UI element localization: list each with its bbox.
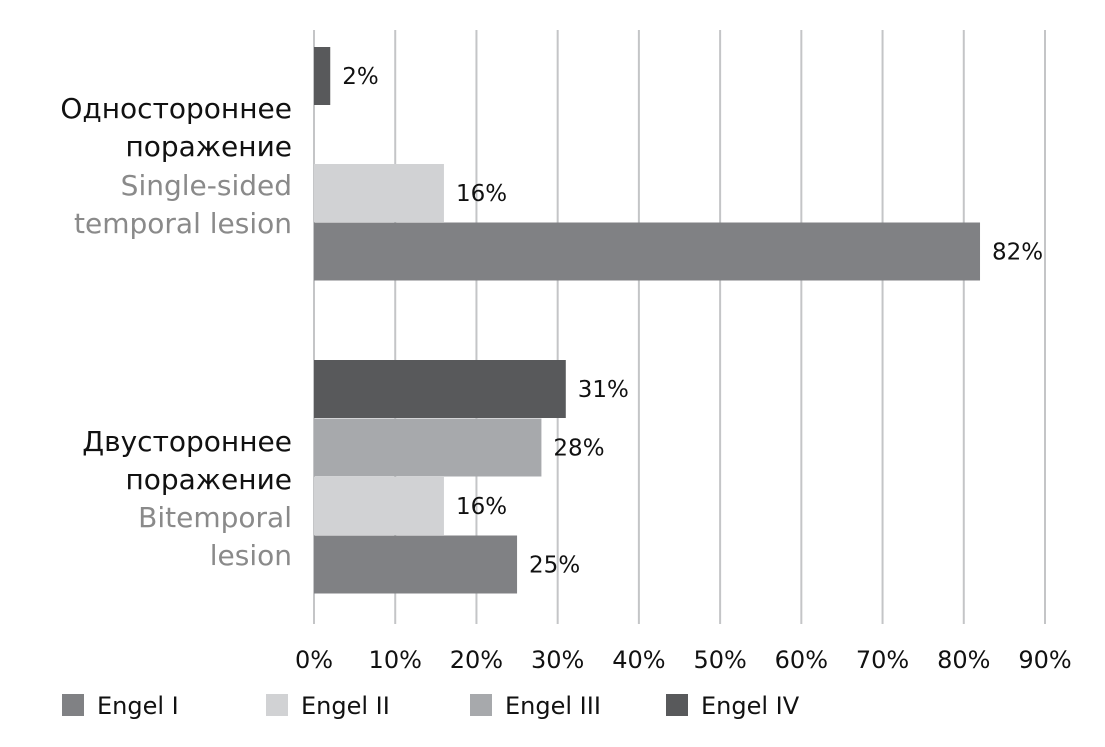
bar-engel-ii [314, 477, 444, 535]
x-tick-label: 40% [612, 646, 665, 674]
data-label: 16% [456, 181, 507, 207]
legend: Engel I Engel II Engel III Engel IV [62, 692, 800, 720]
x-tick-label: 80% [937, 646, 990, 674]
x-tick-label: 50% [693, 646, 746, 674]
legend-swatch [62, 694, 84, 716]
bar-engel-i [314, 222, 981, 281]
category-label-en: lesion [210, 539, 292, 572]
data-label: 82% [992, 240, 1043, 266]
category-label-en: temporal lesion [74, 207, 292, 240]
bar-engel-iii [314, 418, 542, 477]
category-label-ru: Одностороннее [60, 92, 292, 125]
bar-engel-iv [314, 47, 331, 105]
x-tick-label: 70% [856, 646, 909, 674]
x-axis-ticks: 0% 10% 20% 30% 40% 50% 60% 70% 80% 90% [295, 646, 1072, 674]
data-label: 28% [553, 436, 604, 462]
category-label-en: Single-sided [121, 169, 292, 202]
bar-engel-iv [314, 360, 566, 418]
legend-label: Engel I [97, 692, 179, 720]
data-label: 16% [456, 494, 507, 520]
bar-engel-i [314, 535, 518, 594]
category-label-ru: поражение [125, 130, 292, 163]
data-labels: 2% 16% 82% 31% 28% 16% 25% [342, 64, 1043, 579]
category-label-ru: поражение [125, 463, 292, 496]
x-tick-label: 0% [295, 646, 333, 674]
x-tick-label: 10% [369, 646, 422, 674]
grid-lines [313, 30, 1046, 624]
data-label: 25% [529, 553, 580, 579]
x-tick-label: 90% [1018, 646, 1071, 674]
data-label: 2% [342, 64, 379, 90]
legend-label: Engel IV [701, 692, 800, 720]
legend-label: Engel II [301, 692, 390, 720]
legend-swatch [470, 694, 492, 716]
category-label-ru: Двустороннее [82, 425, 292, 458]
data-label: 31% [578, 377, 629, 403]
x-tick-label: 20% [450, 646, 503, 674]
legend-swatch [266, 694, 288, 716]
x-tick-label: 60% [775, 646, 828, 674]
category-label-en: Bitemporal [138, 501, 292, 534]
bar-engel-ii [314, 164, 444, 222]
legend-swatch [666, 694, 688, 716]
category-labels: Одностороннее поражение Single-sided tempor… [60, 92, 292, 572]
legend-label: Engel III [505, 692, 601, 720]
x-tick-label: 30% [531, 646, 584, 674]
bars [314, 47, 981, 594]
